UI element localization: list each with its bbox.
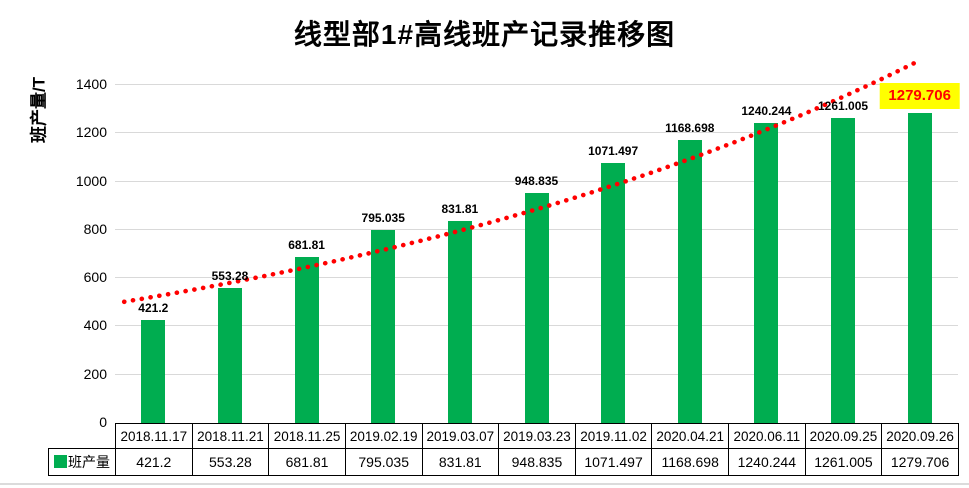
bar-value-label: 948.835: [514, 174, 559, 188]
highlighted-value-label: 1279.706: [879, 83, 960, 110]
bar: [447, 221, 472, 423]
chart-title: 线型部1#高线班产记录推移图: [293, 19, 676, 50]
bar-value-label: 553.28: [211, 269, 249, 284]
bar-value-label: 1240.244: [741, 103, 792, 118]
bar-value-label: 831.81: [441, 202, 479, 217]
y-tick-label: 1400: [75, 76, 107, 93]
value-cell: 831.81: [421, 448, 500, 476]
date-cell: 2020.09.26: [881, 423, 959, 449]
value-cell: 681.81: [268, 448, 346, 476]
y-tick-label: 1200: [75, 124, 107, 141]
bar-value-label: 421.2: [138, 301, 169, 316]
y-tick-label: 0: [99, 414, 107, 430]
date-cell: 2019.03.07: [421, 423, 500, 449]
series-swatch: [54, 455, 67, 468]
bar: [831, 117, 856, 423]
value-cell: 1261.005: [804, 448, 883, 476]
bar: [677, 139, 702, 423]
bar-value-label: 1071.497: [588, 144, 639, 159]
date-cell: 2018.11.17: [115, 423, 193, 449]
value-cell: 1071.497: [574, 448, 653, 476]
bar: [141, 320, 166, 423]
bar-value-label: 1168.698: [665, 120, 715, 135]
value-cell: 553.28: [191, 448, 270, 476]
date-cell: 2018.11.21: [191, 423, 270, 449]
bar: [524, 193, 549, 423]
date-cell: 2019.11.02: [574, 423, 653, 449]
value-cell: 1279.706: [881, 448, 959, 476]
date-cell: 2020.06.11: [728, 423, 806, 449]
bar: [371, 230, 396, 423]
y-tick-label: 800: [83, 220, 107, 237]
date-cell: 2018.11.25: [268, 423, 346, 449]
date-cell: 2019.03.23: [498, 423, 576, 449]
table-spacer-cell: [49, 424, 116, 449]
legend-cell: 班产量: [48, 448, 116, 476]
y-tick-label: 400: [83, 317, 107, 334]
bar: [294, 257, 319, 423]
series-name: 班产量: [68, 454, 110, 470]
value-cell: 1240.244: [728, 448, 806, 476]
y-tick-label: 1000: [75, 172, 107, 189]
value-cell: 795.035: [344, 448, 423, 476]
bar-value-label: 795.035: [361, 211, 405, 226]
bar-value-label: 1261.005: [818, 98, 869, 113]
chart-bottom-edge: [0, 483, 969, 485]
bar: [217, 288, 242, 423]
y-tick-label: 200: [83, 365, 107, 382]
date-cell: 2019.02.19: [344, 423, 423, 449]
value-cell: 948.835: [498, 448, 576, 476]
bar: [907, 113, 932, 423]
bar: [601, 163, 626, 423]
date-cell: 2020.09.25: [804, 423, 883, 449]
date-cell: 2020.04.21: [651, 423, 729, 449]
data-table: 2018.11.17 2018.11.21 2018.11.25 2019.02.19…: [48, 423, 959, 476]
value-cell: 421.2: [115, 448, 193, 476]
bar-value-label: 681.81: [288, 238, 325, 253]
value-cell: 1168.698: [651, 448, 729, 476]
bar: [754, 122, 779, 423]
y-tick-label: 600: [83, 269, 107, 286]
gridline: [115, 84, 958, 85]
